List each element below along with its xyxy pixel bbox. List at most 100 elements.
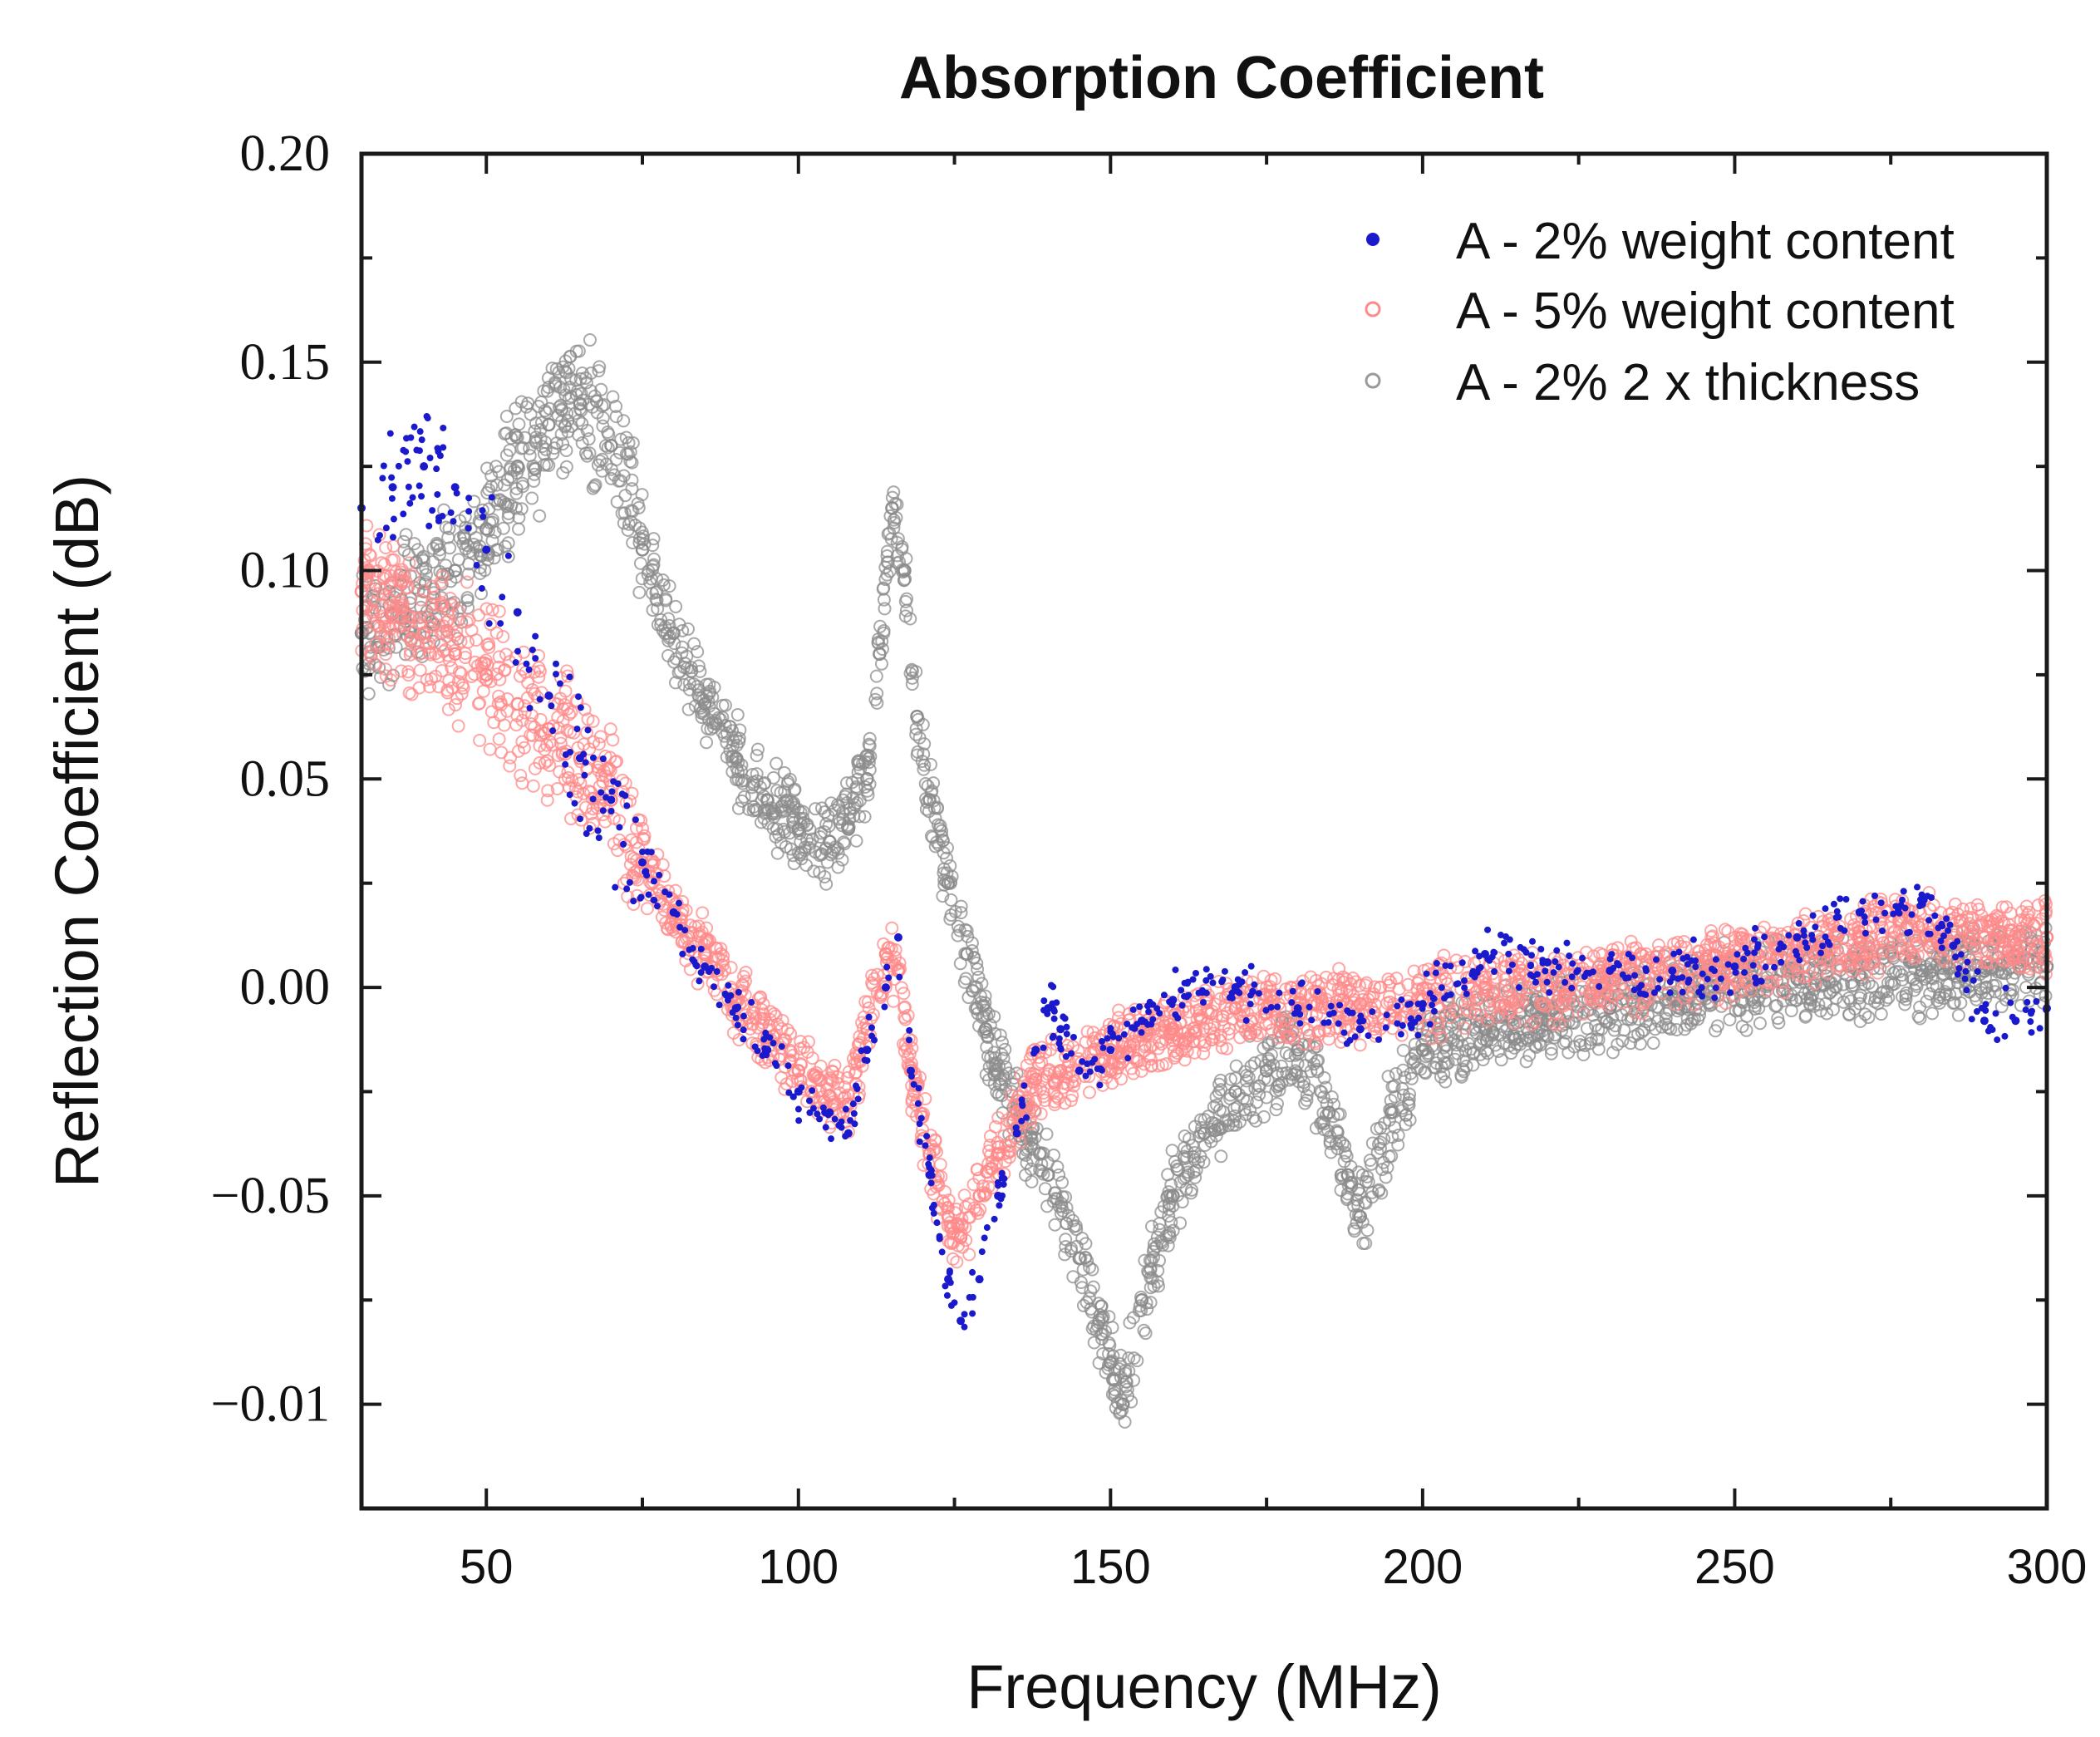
red-series-sample [1560,985,1574,999]
gray-series-sample [830,841,844,855]
gray-series-sample [723,720,737,734]
gray-series-sample [1349,1208,1363,1222]
gray-series-sample [853,762,868,776]
red-series-sample [1490,1010,1504,1024]
gray-series-sample [1242,1070,1256,1085]
gray-series-sample [836,812,850,826]
gray-series-sample [1979,981,1993,995]
blue-series-sample [1115,1035,1123,1042]
blue-series-sample [1199,999,1207,1006]
gray-series-sample [794,805,808,819]
red-series-sample [437,619,451,633]
red-series-sample [1843,952,1857,966]
gray-series-sample [909,665,923,679]
gray-series-sample [849,834,863,848]
gray-series-sample [1994,1000,2009,1014]
gray-series-sample [1138,1253,1152,1267]
red-series-sample [1222,1021,1237,1036]
blue-series-point [1355,1025,1365,1034]
red-series-sample [1215,1012,1229,1026]
red-series-sample [1666,937,1680,951]
red-series-sample [1271,1013,1285,1027]
red-series-sample [1307,1035,1321,1049]
gray-series-sample [1189,1163,1203,1177]
blue-series-point [701,962,710,971]
red-series-sample [431,680,445,694]
gray-series-sample [1798,1010,1812,1024]
red-series-sample [597,764,611,778]
red-series-sample [1777,986,1791,1000]
gray-series-sample [1297,1075,1311,1090]
gray-series-sample [588,478,602,492]
gray-series-sample [1052,1168,1066,1182]
red-series-sample [593,730,607,744]
red-series-sample [1309,973,1323,987]
red-series-sample [1972,903,1986,917]
gray-series-sample [458,509,472,524]
red-series-sample [513,669,527,683]
gray-series-sample [1291,1057,1305,1071]
blue-series-point [906,1066,915,1075]
red-series-sample [482,637,496,651]
red-series-sample [1669,997,1683,1011]
red-series-sample [797,1041,811,1055]
red-series-sample [442,673,456,687]
red-series-sample [1025,1100,1039,1115]
red-series-sample [647,875,661,889]
red-series-sample [375,556,389,570]
red-series-sample [1277,1021,1291,1035]
gray-series-sample [930,800,944,814]
gray-series-sample [1108,1383,1122,1397]
gray-series-sample [1254,1054,1268,1068]
red-series-sample [1437,948,1451,962]
red-series-sample [378,581,392,595]
red-series-sample [1828,952,1842,966]
gray-series-sample [873,619,888,633]
gray-series-sample [501,549,515,563]
gray-series-sample [691,659,706,673]
red-series-sample [1538,999,1552,1013]
gray-series-sample [1602,1016,1616,1031]
red-series-sample [543,735,558,749]
gray-series-sample [876,582,890,596]
gray-series-sample [1230,1100,1244,1115]
red-series-sample [627,851,641,865]
gray-series-sample [564,420,578,434]
red-series-sample [515,776,529,790]
gray-series-sample [998,1042,1012,1056]
red-series-sample [868,972,882,986]
gray-series-sample [1114,1405,1128,1420]
gray-series-sample [1438,1038,1452,1052]
gray-series-sample [1198,1138,1212,1152]
red-series-sample [1286,1031,1301,1045]
gray-series-sample [558,364,572,378]
red-series-sample [1861,936,1876,950]
gray-series-sample [1359,1174,1373,1188]
gray-series-sample [1143,1296,1158,1310]
red-series-sample [716,949,730,963]
red-series-sample [1389,972,1404,986]
gray-series-sample [1153,1234,1168,1248]
red-series-sample [445,661,459,675]
red-series-sample [1989,908,2004,923]
gray-series-sample [1664,1022,1678,1036]
red-series-sample [1523,981,1537,995]
gray-series-sample [784,795,798,809]
red-series-sample [425,672,439,686]
gray-series-sample [1238,1107,1252,1121]
gray-series-sample [1197,1155,1211,1169]
red-series-sample [745,1017,760,1031]
red-series-sample [379,647,393,662]
gray-series-sample [868,692,883,706]
gray-series-sample [525,491,539,505]
blue-series-point [1075,1066,1084,1075]
red-series-sample [1564,957,1578,972]
gray-series-sample [753,780,767,795]
red-series-sample [574,813,588,827]
red-series-sample [403,647,417,662]
gray-series-sample [1753,984,1767,998]
red-series-sample [473,733,487,747]
red-series-sample [473,696,487,710]
red-series-sample [1002,1144,1016,1158]
gray-series-sample [1334,1168,1348,1182]
